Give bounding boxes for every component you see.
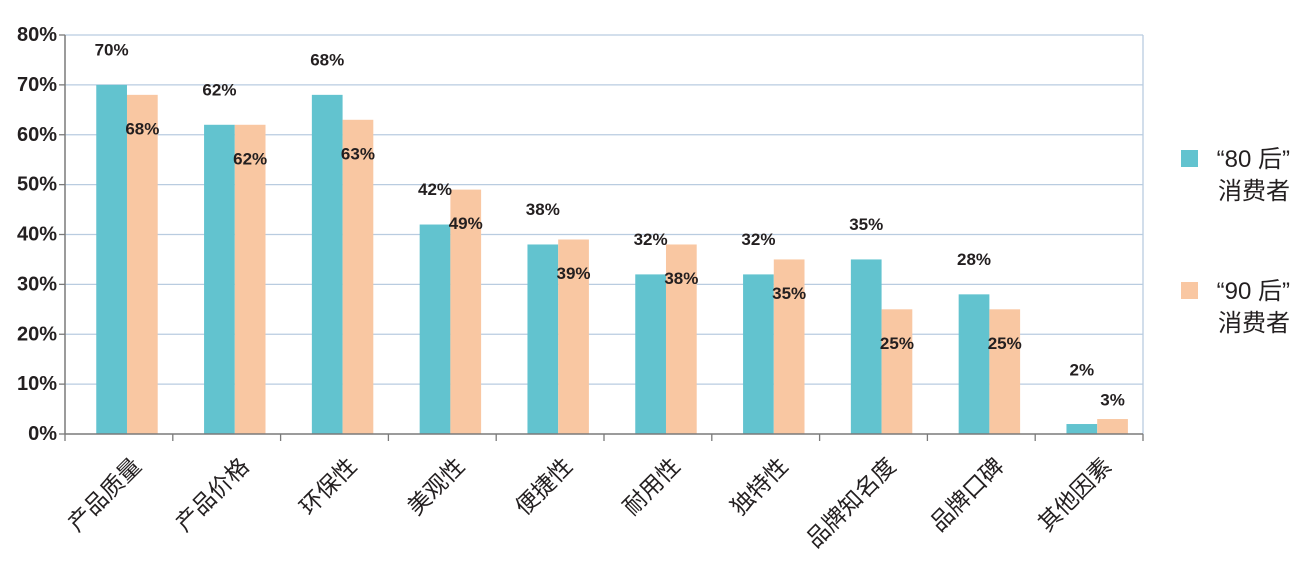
- y-tick-label: 60%: [17, 124, 57, 146]
- legend-item: “90 后” 消费者: [1181, 278, 1290, 337]
- series-1-data-labels: 70% 62% 68% 42% 38% 32% 32% 35% 28% 2%: [95, 40, 1095, 379]
- data-label-series-2: 63%: [341, 144, 375, 163]
- bar-series-2: [665, 244, 697, 434]
- data-label-series-1: 2%: [1070, 361, 1095, 380]
- y-axis-ticks: 0% 10% 20% 30% 40% 50% 60% 70% 80%: [17, 24, 65, 445]
- data-label-series-1: 32%: [634, 230, 668, 249]
- y-tick-label: 50%: [17, 174, 57, 196]
- bar-series-1: [850, 259, 882, 434]
- legend-label-line: 消费者: [1218, 310, 1290, 337]
- data-label-series-2: 25%: [880, 334, 914, 353]
- legend: “80 后” 消费者 “90 后” 消费者: [1181, 146, 1290, 337]
- bar-series-2: [881, 309, 913, 434]
- bar-series-1: [96, 84, 127, 434]
- bar-series-1: [635, 274, 666, 434]
- data-label-series-2: 68%: [125, 119, 159, 138]
- y-tick-label: 30%: [17, 273, 57, 295]
- bar-series-1: [1066, 424, 1098, 434]
- y-tick-label: 0%: [28, 423, 57, 445]
- series-2-bars: [126, 94, 1128, 435]
- x-tick-label: 产品价格: [170, 453, 253, 536]
- bar-series-1: [743, 274, 774, 434]
- data-label-series-1: 62%: [202, 80, 236, 99]
- legend-label-line: “90 后”: [1217, 278, 1290, 305]
- x-tick-label: 便捷性: [510, 453, 577, 520]
- data-label-series-1: 70%: [95, 40, 129, 59]
- data-label-series-2: 39%: [557, 264, 591, 283]
- data-label-series-1: 32%: [741, 230, 775, 249]
- data-label-series-1: 35%: [849, 215, 883, 234]
- bar-series-2: [1097, 419, 1128, 434]
- bar-series-2: [234, 124, 266, 435]
- legend-label-line: 消费者: [1218, 178, 1290, 205]
- x-tick-label: 产品质量: [63, 453, 146, 536]
- bar-series-1: [204, 124, 235, 435]
- bar-series-2: [558, 239, 589, 434]
- series-1-bars: [96, 84, 1098, 435]
- data-label-series-2: 35%: [772, 284, 806, 303]
- legend-swatch: [1181, 150, 1198, 167]
- data-label-series-1: 68%: [310, 50, 344, 69]
- bar-series-2: [989, 309, 1021, 434]
- bar-series-1: [527, 244, 559, 434]
- y-tick-label: 70%: [17, 74, 57, 96]
- x-tick-label: 耐用性: [618, 453, 685, 520]
- bar-series-1: [311, 94, 343, 434]
- y-tick-label: 40%: [17, 224, 57, 246]
- legend-label: “80 后” 消费者: [1217, 146, 1290, 205]
- bar-series-2: [342, 119, 374, 434]
- y-tick-label: 80%: [17, 24, 57, 46]
- data-label-series-1: 42%: [418, 180, 452, 199]
- bar-series-1: [419, 224, 451, 434]
- data-label-series-2: 25%: [988, 334, 1022, 353]
- data-label-series-2: 49%: [449, 214, 483, 233]
- legend-label: “90 后” 消费者: [1217, 278, 1290, 337]
- legend-item: “80 后” 消费者: [1181, 146, 1290, 205]
- legend-label-line: “80 后”: [1217, 146, 1290, 173]
- data-label-series-1: 28%: [957, 250, 991, 269]
- data-label-series-1: 38%: [526, 200, 560, 219]
- data-label-series-2: 38%: [664, 269, 698, 288]
- x-tick-label: 美观性: [402, 453, 469, 520]
- bar-series-2: [126, 94, 158, 434]
- x-tick-label: 品牌知名度: [801, 453, 901, 553]
- legend-swatch: [1181, 282, 1198, 299]
- y-tick-label: 20%: [17, 323, 57, 345]
- y-tick-label: 10%: [17, 373, 57, 395]
- data-label-series-2: 62%: [233, 149, 267, 168]
- x-tick-label: 品牌口碑: [925, 453, 1008, 536]
- x-tick-label: 其他因素: [1033, 453, 1116, 536]
- data-label-series-2: 3%: [1100, 391, 1125, 410]
- bar-series-2: [450, 189, 482, 434]
- bar-series-2: [773, 259, 805, 434]
- series-2-data-labels: 68% 62% 63% 49% 39% 38% 35% 25% 25% 3%: [125, 119, 1125, 409]
- x-axis-ticks: 产品质量 产品价格 环保性 美观性 便捷性 耐用性 独特性 品牌知名度 品牌口碑 其他因素: [63, 434, 1144, 553]
- x-tick-label: 环保性: [295, 453, 362, 520]
- x-tick-label: 独特性: [726, 453, 793, 520]
- bar-series-1: [958, 294, 990, 434]
